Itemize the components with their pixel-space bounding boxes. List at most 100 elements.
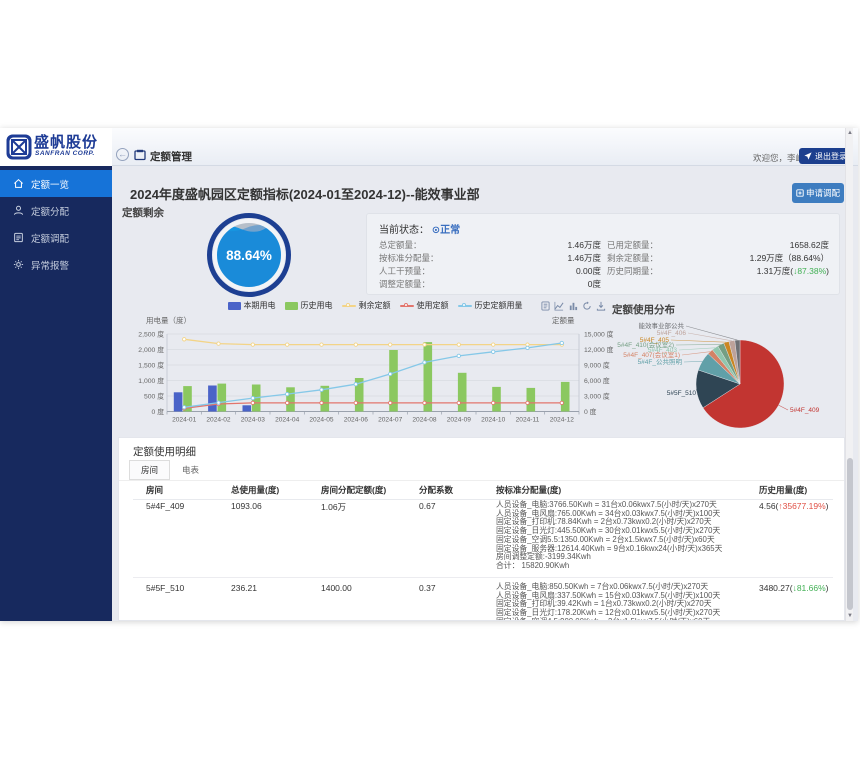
sidebar-item-label: 定额分配 [31, 206, 70, 218]
svg-text:6,000 度: 6,000 度 [584, 376, 610, 385]
back-arrow-icon[interactable]: ← [116, 148, 129, 161]
stat-row: 剩余定额量： 1.29万度（88.64%） [607, 253, 829, 263]
svg-text:5#4F_409: 5#4F_409 [790, 407, 820, 414]
cell-allocated: 1.06万 [321, 502, 347, 512]
sidebar-item-quota-transfer[interactable]: 定额调配 [0, 224, 112, 251]
row-divider [133, 577, 833, 578]
pie-chart-title: 定额使用分布 [612, 304, 675, 316]
chart-toolbox [541, 301, 606, 311]
legend-item-历史用电[interactable]: 历史用电 [284, 300, 333, 311]
col-header-total: 总使用量(度) [231, 485, 280, 495]
legend-item-本期用电[interactable]: 本期用电 [227, 300, 276, 311]
line-chart-icon[interactable] [554, 301, 564, 311]
app-window: 盛帆股份 SANFRAN CORP. ← 定额管理 欢迎您，李峰 退出登录 [0, 128, 858, 621]
gear-icon [13, 259, 24, 270]
legend-item-剩余定额[interactable]: 剩余定额 [341, 300, 391, 311]
apply-transfer-icon [796, 189, 804, 197]
user-icon [13, 205, 24, 215]
sidebar-item-label: 定额一览 [31, 179, 70, 191]
history-delta-value: ↓87.38% [793, 266, 827, 276]
svg-text:能效事业部公共: 能效事业部公共 [639, 321, 685, 330]
quota-usage-pie-chart: 5#4F_4095#5F_5105#4F_公共照明5#4F_407(会议室1)5… [617, 321, 820, 429]
company-logo-icon [6, 134, 32, 160]
scrollbar-thumb[interactable] [847, 458, 853, 610]
apply-transfer-label: 申请调配 [805, 188, 840, 198]
sidebar-item-alarm[interactable]: 异常报警 [0, 251, 112, 278]
legend-item-历史定额用量[interactable]: 历史定额用量 [457, 300, 523, 311]
cell-standard-breakdown: 人员设备_电脑:3766.50Kwh = 31台x0.06kwx7.5(小时/天… [496, 500, 723, 570]
legend-item-使用定额[interactable]: 使用定额 [399, 300, 449, 311]
bar-chart-icon[interactable] [568, 301, 578, 311]
svg-text:3,000 度: 3,000 度 [584, 391, 610, 400]
status-right-column: 已用定额量： 1658.62度 剩余定额量： 1.29万度（88.64%） 历史同期… [607, 239, 829, 278]
cell-standard-breakdown: 人员设备_电脑:850.50Kwh = 7台x0.06kwx7.5(小时/天)x… [496, 582, 721, 620]
svg-text:9,000 度: 9,000 度 [584, 360, 610, 369]
sidebar-item-quota-overview[interactable]: 定额一览 [0, 170, 112, 197]
cell-coef: 0.67 [419, 501, 436, 511]
col-header-allocated: 房间分配定额(度) [321, 485, 387, 495]
home-icon [14, 178, 23, 188]
svg-text:2024-08: 2024-08 [412, 417, 437, 424]
col-header-coef: 分配系数 [419, 485, 454, 495]
left-axis-title: 用电量（度） [146, 316, 191, 325]
cell-room: 5#5F_510 [146, 583, 185, 593]
sidebar-item-label: 异常报警 [31, 260, 70, 272]
svg-text:2024-12: 2024-12 [550, 417, 575, 424]
stat-row: 已用定额量： 1658.62度 [607, 240, 829, 250]
apply-transfer-button[interactable]: 申请调配 [792, 183, 844, 203]
sidebar-nav: 定额一览 定额分配 定额调配 [0, 166, 112, 621]
col-header-history: 历史用量(度) [759, 485, 808, 495]
scroll-down-arrow[interactable]: ▼ [847, 613, 853, 619]
svg-text:2024-09: 2024-09 [447, 417, 472, 424]
table-header-divider [133, 499, 833, 500]
cell-room: 5#4F_409 [146, 501, 185, 511]
history-up-delta: ↑35677.19% [778, 501, 826, 511]
svg-text:15,000 度: 15,000 度 [584, 329, 614, 338]
restore-icon[interactable] [582, 301, 592, 311]
page-title: 2024年度盛帆园区定额指标(2024-01至2024-12)--能效事业部 [130, 187, 480, 202]
stat-row: 调整定额量： 0度 [379, 279, 601, 289]
tab-divider [119, 480, 844, 481]
svg-text:2,000 度: 2,000 度 [138, 345, 164, 354]
quota-detail-card: 定额使用明细 房间 电表 房间 总使用量(度) 房间分配定额(度) 分配系数 按… [118, 437, 845, 621]
brand-logo-block: 盛帆股份 SANFRAN CORP. [0, 128, 112, 166]
svg-text:2024-02: 2024-02 [206, 417, 231, 424]
cell-history: 3480.27(↓81.66%) [759, 583, 829, 593]
svg-text:2024-03: 2024-03 [241, 417, 266, 424]
usage-dual-axis-chart: 0 度 0 度 500 度 3,000 度 1,000 度 6,000 度 1,500 度 9… [138, 329, 614, 424]
download-icon[interactable] [596, 301, 606, 311]
svg-text:1,000 度: 1,000 度 [138, 376, 164, 385]
logout-label: 退出登录 [815, 151, 847, 161]
svg-text:5#4F_405: 5#4F_405 [640, 337, 670, 344]
cell-coef: 0.37 [419, 583, 436, 593]
svg-text:2024-11: 2024-11 [516, 417, 540, 424]
svg-text:2024-06: 2024-06 [344, 417, 369, 424]
module-box-icon [134, 149, 146, 161]
top-header: 盛帆股份 SANFRAN CORP. ← 定额管理 欢迎您，李峰 退出登录 [0, 128, 858, 166]
vertical-scrollbar[interactable]: ▲ ▼ [845, 128, 853, 621]
quota-remaining-label: 定额剩余 [122, 207, 164, 219]
scroll-up-arrow[interactable]: ▲ [847, 130, 853, 136]
quota-remaining-gauge: 88.64% [206, 212, 292, 298]
svg-text:2024-04: 2024-04 [275, 417, 300, 424]
status-left-column: 总定额量： 1.46万度 按标准分配量： 1.46万度 人工干预量： 0.00度 调整… [379, 239, 601, 291]
data-view-icon[interactable] [541, 301, 550, 311]
tab-meter[interactable]: 电表 [182, 465, 200, 475]
svg-text:2,500 度: 2,500 度 [138, 329, 164, 338]
gauge-percent-value: 88.64% [226, 248, 272, 263]
svg-text:2024-10: 2024-10 [481, 417, 506, 424]
svg-text:1,500 度: 1,500 度 [138, 360, 164, 369]
logout-button[interactable]: 退出登录 [799, 148, 852, 164]
svg-text:2024-05: 2024-05 [309, 417, 334, 424]
clipboard-icon [14, 232, 23, 243]
stat-row: 总定额量： 1.46万度 [379, 240, 601, 250]
col-header-room: 房间 [146, 485, 164, 495]
svg-text:5#4F_407(会议室1): 5#4F_407(会议室1) [623, 350, 680, 359]
stat-row: 历史同期量： 1.31万度(↓87.38%) [607, 266, 829, 276]
current-status-card: 当前状态： ⊙正常 总定额量： 1.46万度 按标准分配量： 1.46万度 人工干预… [366, 213, 840, 295]
tab-room[interactable]: 房间 [129, 460, 171, 480]
svg-text:500 度: 500 度 [144, 391, 164, 400]
stat-row: 按标准分配量： 1.46万度 [379, 253, 601, 263]
sidebar-item-quota-allocation[interactable]: 定额分配 [0, 197, 112, 224]
svg-text:2024-01: 2024-01 [172, 417, 197, 424]
